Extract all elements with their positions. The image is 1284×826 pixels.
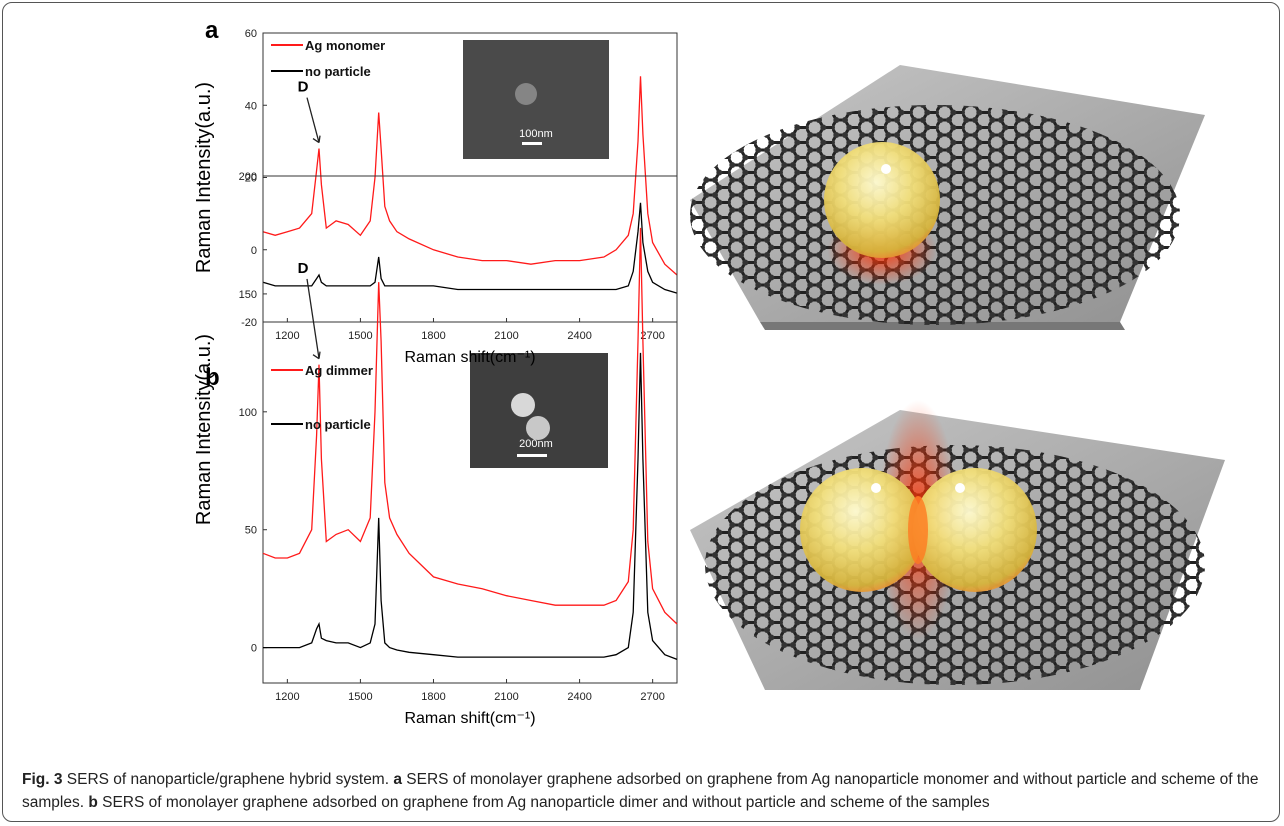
legend-label: Ag monomer — [305, 38, 385, 53]
x-tick-label: 2700 — [640, 330, 664, 342]
legend-label: Ag dimmer — [305, 363, 373, 378]
x-tick-label: 1500 — [348, 691, 372, 703]
y-tick-label: 0 — [251, 643, 257, 655]
x-axis-title: Raman shift(cm⁻¹) — [404, 349, 535, 366]
inset-scale-label: 200nm — [519, 438, 553, 450]
y-tick-label: 200 — [239, 171, 257, 183]
x-tick-label: 1200 — [275, 330, 299, 342]
annotation: D — [298, 260, 309, 277]
caption-part-text: SERS of monolayer graphene adsorbed on g… — [102, 794, 989, 811]
annotation-arrow — [307, 98, 320, 143]
caption-part-label: b — [88, 794, 97, 811]
y-tick-label: 40 — [245, 100, 257, 112]
inset-sem-a — [463, 40, 609, 159]
y-axis-title: Raman Intensity(a.u.) — [193, 334, 215, 525]
x-tick-label: 2700 — [640, 691, 664, 703]
inset-sem-b — [470, 353, 608, 468]
x-tick-label: 1500 — [348, 330, 372, 342]
x-tick-label: 2400 — [567, 691, 591, 703]
x-tick-label: 1800 — [421, 330, 445, 342]
x-axis-title: Raman shift(cm⁻¹) — [404, 710, 535, 727]
x-tick-label: 2100 — [494, 330, 518, 342]
y-tick-label: -20 — [241, 317, 257, 329]
scheme-dimer — [690, 400, 1225, 690]
caption: Fig. 3 SERS of nanoparticle/graphene hyb… — [22, 768, 1262, 814]
scheme-monomer — [680, 65, 1205, 330]
y-tick-label: 100 — [239, 407, 257, 419]
inset-scale-label: 100nm — [519, 128, 553, 140]
caption-part-label: a — [393, 771, 402, 788]
y-tick-label: 60 — [245, 28, 257, 40]
x-tick-label: 2100 — [494, 691, 518, 703]
x-tick-label: 1200 — [275, 691, 299, 703]
caption-title: SERS of nanoparticle/graphene hybrid sys… — [67, 771, 389, 788]
annotation-arrow — [307, 279, 320, 359]
caption-label: Fig. 3 — [22, 771, 62, 788]
y-axis-title: Raman Intensity(a.u.) — [193, 82, 215, 273]
y-tick-label: 0 — [251, 245, 257, 257]
annotation: D — [298, 79, 309, 96]
y-tick-label: 50 — [245, 525, 257, 537]
x-tick-label: 1800 — [421, 691, 445, 703]
panel-label: a — [205, 17, 219, 44]
legend-label: no particle — [305, 417, 371, 432]
x-tick-label: 2400 — [567, 330, 591, 342]
legend-label: no particle — [305, 64, 371, 79]
y-tick-label: 150 — [239, 289, 257, 301]
